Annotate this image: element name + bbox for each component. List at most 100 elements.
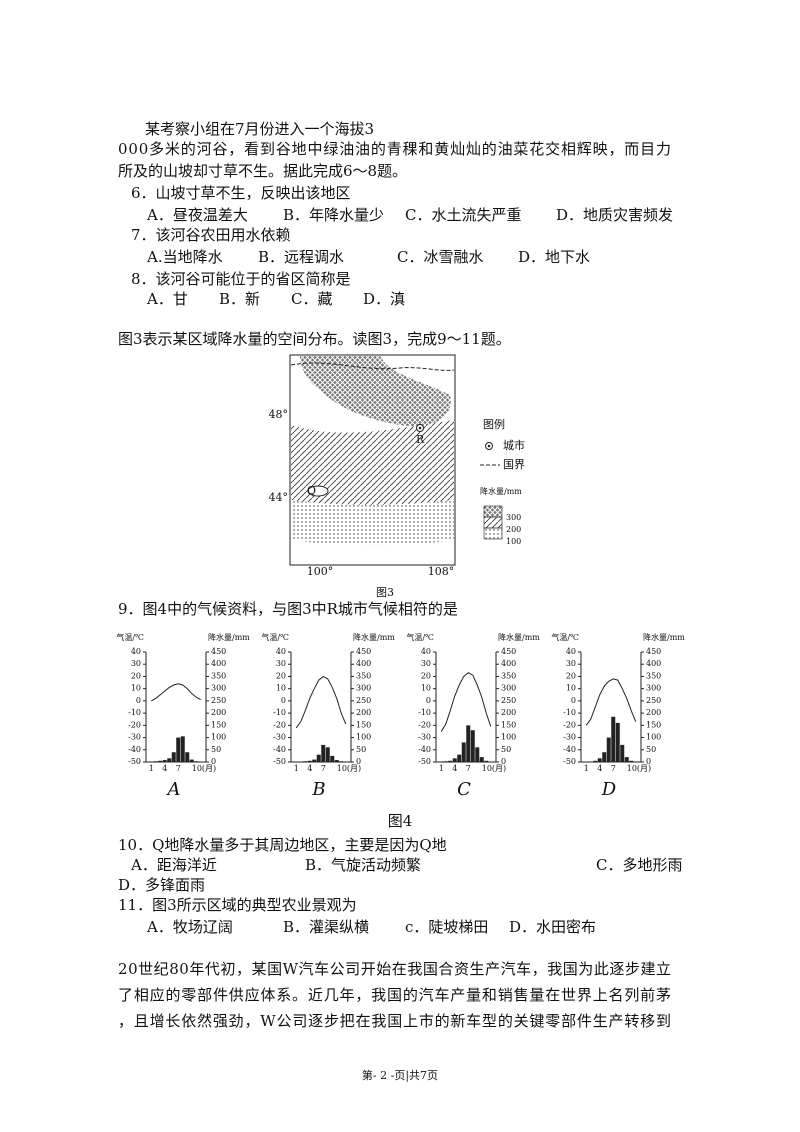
- legend-city-dot: [487, 444, 491, 448]
- tick-label: 250: [211, 696, 226, 705]
- tick-label: 20: [276, 671, 286, 680]
- lat-label: 48°: [269, 408, 289, 421]
- tick-label: 50: [211, 745, 221, 754]
- precip-bar: [307, 760, 312, 762]
- option: C．多地形雨: [596, 856, 682, 874]
- tick-label: 250: [356, 696, 371, 705]
- lon-label: 108°: [428, 565, 455, 578]
- passage: 了相应的零部件供应体系。近几年，我国的汽车产量和销售量在世界上名列前茅: [118, 986, 671, 1004]
- tick-label: 100: [501, 733, 516, 742]
- legend-label: 国界: [503, 458, 525, 471]
- axis-title: 气温/℃: [261, 632, 289, 642]
- precip-bar: [443, 761, 448, 762]
- tick-label: 350: [501, 671, 516, 680]
- month-label: 10(月): [482, 764, 506, 773]
- chart-label: C: [457, 779, 471, 800]
- tick-label: 30: [566, 659, 576, 668]
- tick-label: -20: [273, 720, 286, 729]
- tick-label: -30: [563, 733, 576, 742]
- tick-label: -30: [273, 733, 286, 742]
- tick-label: 10: [566, 684, 576, 693]
- tick-label: 200: [211, 708, 226, 717]
- precip-300-zone: [300, 356, 451, 427]
- tick-label: -30: [128, 733, 141, 742]
- lat-label: 44°: [269, 491, 289, 504]
- intro: 000多米的河谷，看到谷地中绿油油的青稞和黄灿灿的油菜花交相辉映，而目力: [118, 140, 671, 158]
- option: A．牧场辽阔: [146, 918, 233, 936]
- tick-label: -20: [563, 720, 576, 729]
- tick-label: 300: [211, 684, 226, 693]
- month-label: 7: [466, 764, 471, 773]
- legend-title: 图例: [483, 417, 505, 431]
- axis-title: 降水量/mm: [643, 632, 685, 642]
- figure-caption: 图3: [376, 586, 394, 599]
- tick-label: 40: [566, 647, 576, 656]
- option: C．藏: [291, 290, 332, 308]
- option: A．距海洋近: [130, 856, 217, 874]
- precip-bar: [321, 744, 326, 762]
- precip-bar: [167, 758, 172, 762]
- tick-label: 30: [421, 659, 431, 668]
- tick-label: 50: [501, 745, 511, 754]
- option: D．地质灾害频发: [556, 206, 673, 224]
- precip-bar: [457, 754, 462, 762]
- legend-swatch: [483, 505, 503, 518]
- temp-curve: [151, 683, 201, 702]
- temp-curve: [295, 675, 347, 729]
- legend-label: 城市: [503, 438, 525, 452]
- tick-label: -50: [563, 757, 576, 766]
- option: A.当地降水: [146, 248, 223, 266]
- precip-bar: [452, 758, 457, 762]
- precip-bar: [470, 730, 475, 762]
- passage: ，且增长依然强劲，W公司逐步把在我国上市的新车型的关键零部件生产转移到: [118, 1012, 671, 1030]
- place-label: R: [416, 433, 425, 446]
- tick-label: 40: [131, 647, 141, 656]
- tick-label: -10: [128, 708, 141, 717]
- tick-label: 450: [646, 647, 661, 656]
- tick-label: 450: [356, 647, 371, 656]
- tick-label: 0: [136, 696, 141, 705]
- precip-100-zone: [291, 500, 454, 546]
- tick-label: 150: [356, 720, 371, 729]
- tick-label: 100: [646, 733, 661, 742]
- tick-label: 300: [501, 684, 516, 693]
- option: D．多锋面雨: [118, 876, 205, 894]
- tick-label: -20: [128, 720, 141, 729]
- tick-label: 250: [501, 696, 516, 705]
- option: A．昼夜温差大: [146, 206, 248, 224]
- tick-label: 20: [566, 671, 576, 680]
- temp-curve: [585, 678, 637, 726]
- month-label: 4: [597, 764, 602, 773]
- precip-bar: [176, 737, 181, 762]
- figure-caption: 图4: [388, 812, 413, 830]
- precip-bar: [479, 757, 484, 762]
- tick-label: -10: [273, 708, 286, 717]
- precip-bar: [194, 761, 199, 762]
- month-label: 4: [452, 764, 457, 773]
- question: 7．该河谷农田用水依赖: [131, 226, 291, 244]
- tick-label: -30: [418, 733, 431, 742]
- axis-title: 气温/℃: [116, 632, 144, 642]
- tick-label: 150: [211, 720, 226, 729]
- precip-bar: [624, 757, 629, 762]
- month-label: 7: [611, 764, 616, 773]
- precip-bar: [303, 761, 308, 762]
- tick-label: 0: [571, 696, 576, 705]
- precip-bar: [171, 752, 176, 762]
- precip-bar: [180, 736, 185, 762]
- precip-bar: [162, 760, 167, 762]
- precip-bar: [185, 752, 190, 762]
- tick-label: 50: [356, 745, 366, 754]
- tick-label: 300: [356, 684, 371, 693]
- month-label: 4: [307, 764, 312, 773]
- tick-label: -50: [128, 757, 141, 766]
- temp-curve: [440, 672, 492, 732]
- section-intro: 图3表示某区域降水量的空间分布。读图3，完成9～11题。: [118, 330, 511, 348]
- question: 6．山坡寸草不生，反映出该地区: [131, 184, 351, 202]
- precip-bar: [189, 759, 194, 762]
- tick-label: 350: [356, 671, 371, 680]
- tick-label: 0: [426, 696, 431, 705]
- axis-title: 降水量/mm: [498, 632, 540, 642]
- precip-bar: [620, 744, 625, 762]
- tick-label: 30: [276, 659, 286, 668]
